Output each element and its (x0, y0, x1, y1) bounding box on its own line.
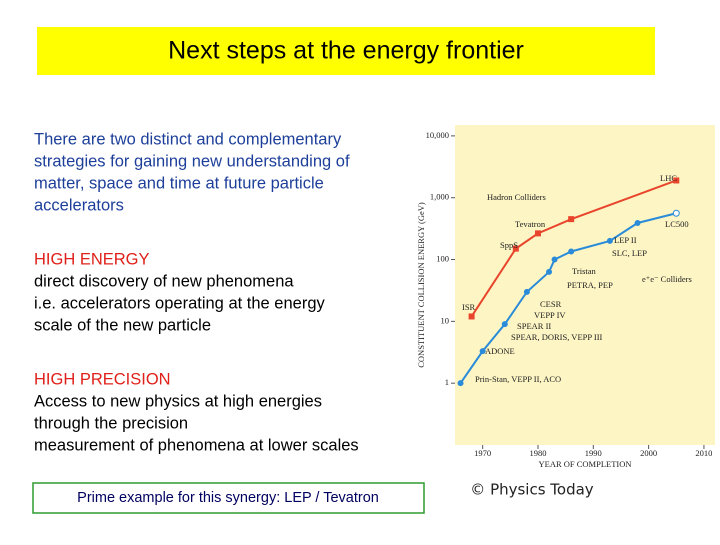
point (479, 348, 486, 355)
annotation: VEPP IV (534, 310, 566, 320)
section-heading: HIGH PRECISION (34, 370, 171, 388)
point (501, 321, 508, 328)
x-tick-label: 1970 (474, 448, 491, 458)
x-tick-label: 2000 (640, 448, 657, 458)
body-line: scale of the new particle (34, 316, 211, 334)
slide-title: Next steps at the energy frontier (168, 37, 524, 65)
example-text: Prime example for this synergy: LEP / Te… (77, 490, 379, 506)
annotation: SPEAR II (517, 321, 551, 331)
point (568, 216, 575, 223)
series-label: e⁺e⁻ Colliders (642, 274, 692, 284)
y-tick-label: 1,000 (430, 192, 449, 202)
point (551, 256, 558, 263)
point (534, 230, 541, 237)
annotation: SppS (500, 240, 518, 250)
annotation: LC500 (665, 219, 689, 229)
point (546, 268, 553, 275)
series-line (459, 212, 677, 384)
annotation: Tristan (572, 266, 597, 276)
section-heading: HIGH ENERGY (34, 250, 150, 268)
y-tick-label: 10,000 (426, 130, 449, 140)
y-tick-label: 100 (436, 253, 449, 263)
point (523, 288, 530, 295)
y-tick-label: 10 (441, 315, 450, 325)
x-axis-label: YEAR OF COMPLETION (538, 459, 631, 469)
y-tick-label: 1 (445, 377, 449, 387)
annotation: CESR (540, 299, 562, 309)
x-tick-label: 1980 (529, 448, 546, 458)
body-line: through the precision (34, 414, 188, 432)
body-line: Access to new physics at high energies (34, 392, 322, 410)
annotation: ISR (462, 302, 476, 312)
x-tick-label: 1990 (585, 448, 602, 458)
plot-area (455, 125, 715, 445)
annotation: LHC (660, 173, 677, 183)
annotation: LEP II (614, 235, 637, 245)
body-line: direct discovery of new phenomena (34, 272, 294, 290)
title-box (37, 27, 655, 75)
annotation: Tevatron (515, 219, 546, 229)
body-line: accelerators (34, 196, 124, 214)
point (672, 209, 680, 217)
point (512, 245, 519, 252)
annotation: ADONE (485, 346, 515, 356)
body-line: matter, space and time at future particl… (34, 174, 324, 192)
body-line: i.e. accelerators operating at the energ… (34, 294, 326, 312)
credit: © Physics Today (470, 481, 594, 499)
body-line: strategies for gaining new understanding… (34, 152, 350, 170)
point (457, 380, 464, 387)
y-axis-label: CONSTITUENT COLLISION ENERGY (GeV) (416, 202, 426, 368)
annotation: SLC, LEP (612, 248, 647, 258)
annotation: SPEAR, DORIS, VEPP III (511, 332, 603, 342)
annotation: Prin-Stan, VEPP II, ACO (475, 374, 561, 384)
point (634, 219, 641, 226)
example-box (32, 482, 425, 514)
point (568, 248, 575, 255)
x-tick-label: 2010 (695, 448, 712, 458)
point (606, 237, 613, 244)
point (673, 177, 680, 184)
point (468, 313, 475, 320)
body-line: There are two distinct and complementary (34, 130, 342, 148)
annotation: PETRA, PEP (567, 280, 613, 290)
body-line: measurement of phenomena at lower scales (34, 436, 359, 454)
series-label: Hadron Colliders (487, 192, 546, 202)
